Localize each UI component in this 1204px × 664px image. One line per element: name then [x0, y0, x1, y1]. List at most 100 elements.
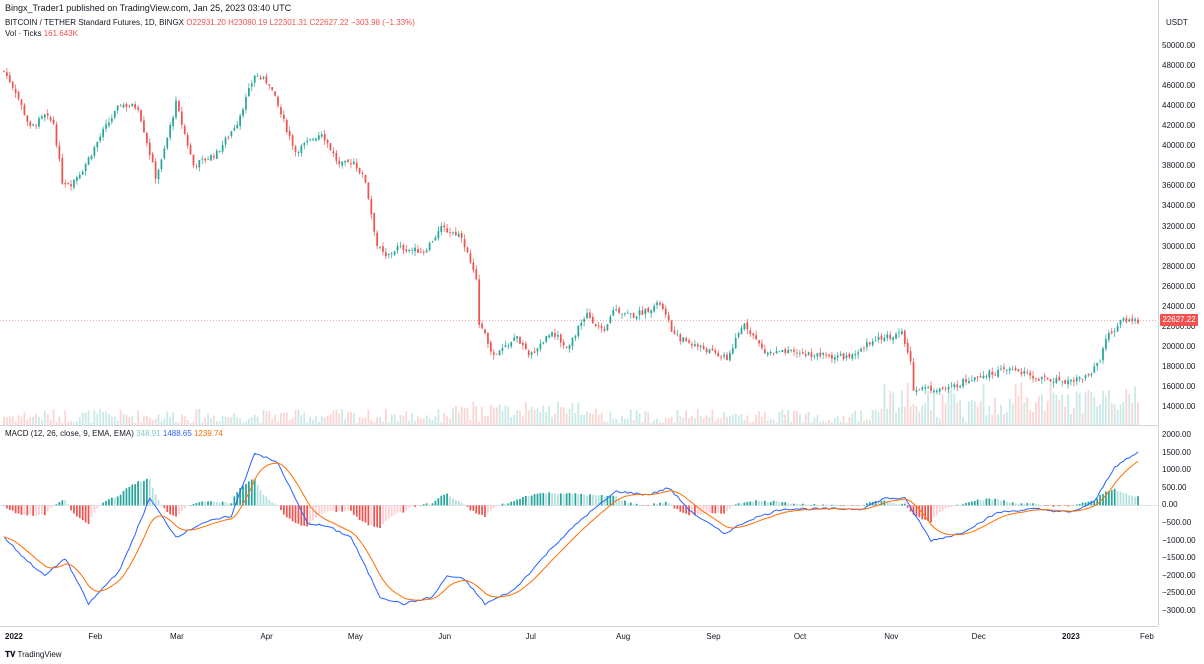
macd-histogram-bar — [437, 498, 440, 506]
macd-histogram-bar — [994, 498, 997, 506]
candle-body — [536, 348, 539, 352]
volume-bar — [839, 421, 842, 425]
candle-body — [46, 113, 49, 116]
volume-bar — [775, 422, 778, 425]
publisher-header: Bingx_Trader1 published on TradingView.c… — [5, 3, 292, 13]
macd-line — [3, 451, 1139, 606]
candle-body — [1026, 371, 1029, 373]
candle-body — [332, 151, 335, 154]
macd-histogram-bar — [819, 505, 822, 506]
macd-histogram-bar — [1134, 496, 1136, 506]
candle-body — [813, 355, 816, 357]
macd-histogram-bar — [938, 505, 941, 513]
candle-body — [55, 124, 58, 146]
macd-histogram-bar — [457, 501, 460, 506]
macd-tick-label: 1500.00 — [1162, 447, 1191, 457]
macd-histogram-bar — [326, 505, 329, 512]
macd-histogram-bar — [656, 504, 658, 506]
ohlc-values: O22931.20 H23080.19 L22301.31 C22627.22 … — [186, 18, 415, 27]
macd-histogram-bar — [720, 505, 723, 514]
candle-body — [396, 246, 399, 251]
volume-bar — [991, 414, 994, 425]
volume-bar — [763, 411, 766, 425]
volume-bar — [831, 422, 833, 425]
volume-bar — [851, 413, 854, 425]
candle-body — [8, 75, 11, 83]
macd-histogram-bar — [571, 493, 574, 506]
macd-histogram-bar — [350, 505, 352, 511]
macd-histogram-bar — [335, 505, 338, 512]
candle-body — [335, 152, 338, 161]
volume-bar — [1058, 400, 1061, 425]
macd-histogram-bar — [268, 499, 271, 506]
candle-body — [941, 387, 944, 389]
macd-histogram-bar — [612, 495, 615, 506]
volume-bar — [218, 421, 221, 425]
candle-body — [664, 308, 667, 315]
pane-separator[interactable] — [0, 425, 1158, 426]
candle-body — [472, 262, 475, 271]
volume-bar — [612, 419, 615, 425]
candle-body — [1081, 378, 1084, 380]
candle-body — [411, 249, 413, 251]
macd-histogram-bar — [213, 501, 215, 506]
volume-bar — [364, 417, 367, 425]
macd-histogram-bar — [965, 502, 967, 506]
candle-body — [994, 374, 997, 376]
volume-bar — [463, 407, 466, 425]
candle-body — [685, 338, 688, 341]
macd-histogram-bar — [927, 505, 929, 521]
candle-body — [344, 160, 346, 163]
candle-body — [90, 155, 93, 159]
volume-bar — [224, 416, 227, 425]
volume-bar — [14, 421, 17, 425]
macd-histogram-bar — [600, 495, 603, 506]
macd-histogram-bar — [472, 505, 475, 511]
macd-histogram-bar — [376, 505, 379, 528]
macd-histogram-bar — [417, 505, 419, 506]
volume-bar — [580, 415, 583, 425]
volume-bar — [1102, 391, 1104, 425]
macd-histogram-bar — [766, 502, 769, 506]
volume-bar — [1008, 398, 1011, 425]
candle-body — [119, 105, 122, 107]
macd-histogram-bar — [554, 493, 556, 506]
macd-histogram-bar — [487, 505, 489, 513]
volume-bar — [761, 416, 763, 425]
candle-body — [265, 76, 268, 84]
candle-body — [626, 312, 629, 314]
candle-body — [947, 387, 950, 390]
tradingview-footer[interactable]: 𝐓𝐕 TradingView — [5, 650, 62, 660]
candle-body — [1070, 379, 1072, 382]
candle-body — [475, 269, 478, 280]
macd-tick-label: −3000.00 — [1162, 606, 1196, 615]
macd-histogram-bar — [723, 505, 725, 514]
candle-body — [379, 247, 381, 248]
volume-bar — [87, 410, 90, 425]
volume-bar — [632, 420, 635, 425]
candle-body — [1099, 361, 1101, 363]
candle-body — [775, 351, 778, 354]
macd-histogram-bar — [419, 505, 422, 506]
candle-body — [659, 303, 661, 305]
volume-bar — [428, 417, 431, 425]
macd-histogram-bar — [370, 505, 373, 525]
volume-bar — [408, 420, 411, 425]
volume-bar — [726, 416, 728, 425]
macd-histogram-bar — [682, 505, 685, 513]
volume-bar — [192, 421, 195, 425]
macd-histogram-bar — [609, 495, 612, 506]
macd-histogram-bar — [562, 493, 565, 506]
volume-bar — [874, 410, 877, 425]
volume-bar — [565, 413, 568, 425]
candle-body — [320, 134, 323, 137]
macd-histogram-bar — [250, 479, 253, 506]
candle-body — [1096, 363, 1099, 366]
candle-body — [729, 352, 731, 361]
macd-histogram-bar — [84, 505, 87, 523]
macd-histogram-bar — [399, 505, 402, 513]
macd-histogram-bar — [1087, 501, 1090, 506]
candle-body — [927, 387, 929, 388]
volume-bar — [536, 408, 539, 425]
